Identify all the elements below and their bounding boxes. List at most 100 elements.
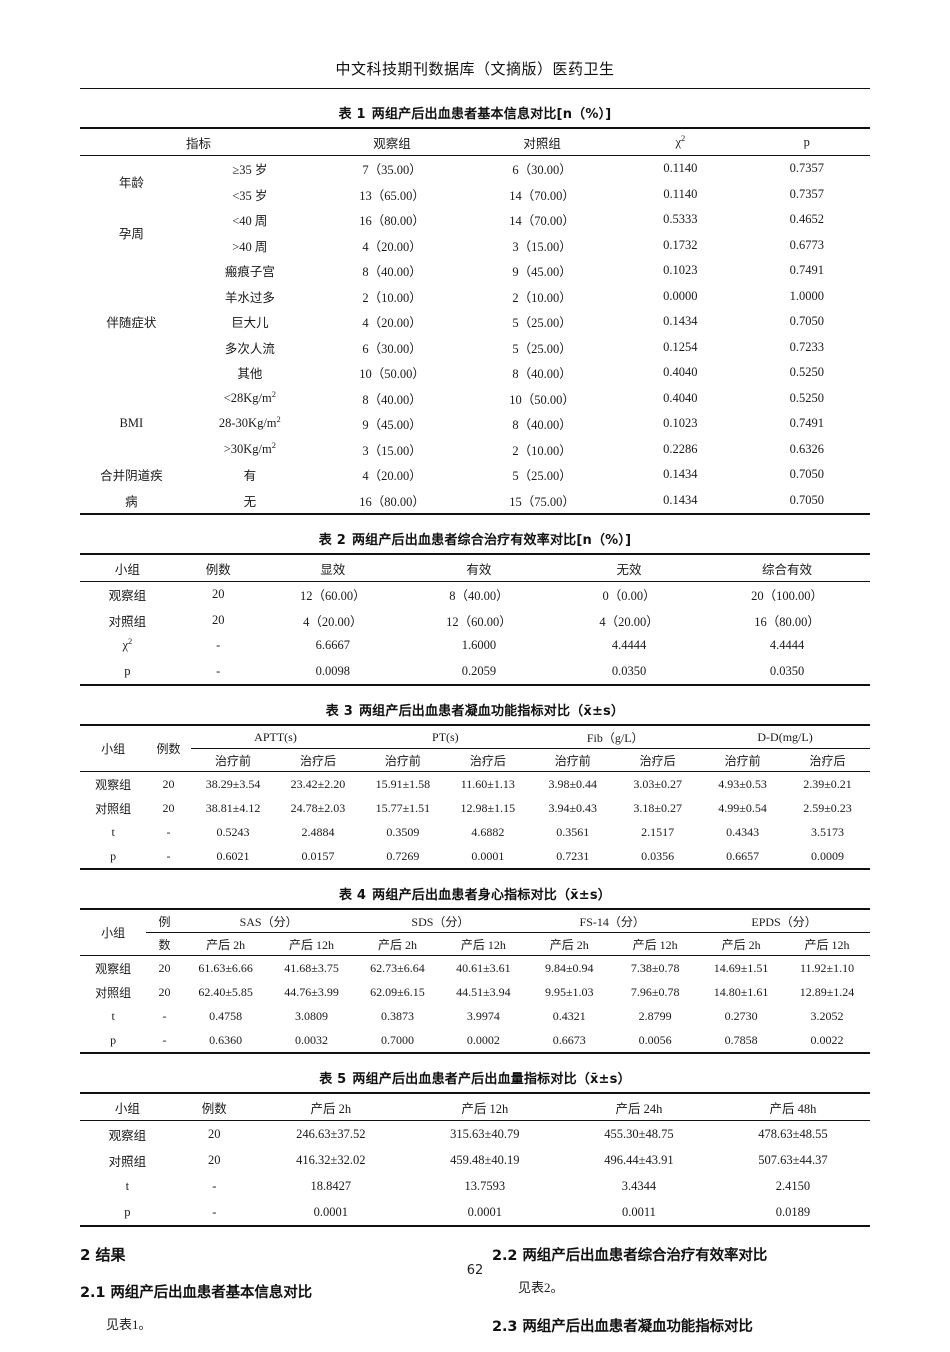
table-5-v2: 0.0001 xyxy=(467,1204,503,1219)
table-4-n: 20 xyxy=(158,960,171,975)
table-2-col-group: 小组 xyxy=(80,553,175,582)
table-row: 伴随症状 瘢痕子宫 8（40.00） 9（45.00） 0.1023 0.749… xyxy=(80,258,870,330)
table-2-group: χ2 xyxy=(122,636,133,653)
table-2-n: 20 xyxy=(211,587,225,602)
table-3-value: 0.6021 xyxy=(216,848,250,863)
table-4-sub-12h: 产后 12h xyxy=(460,937,506,952)
table-1-caption: 表 1 两组产后出血患者基本信息对比[n（%）] xyxy=(80,103,870,127)
table-4-value: 41.68±3.75 xyxy=(284,960,339,975)
table-4-value: 44.51±3.94 xyxy=(456,984,511,999)
table-row: 对照组 20 62.40±5.85 44.76±3.99 62.09±6.15 … xyxy=(80,980,870,1004)
table-3-value: 11.60±1.13 xyxy=(460,776,515,791)
table-1-chi: 0.1140 xyxy=(663,186,698,201)
table-5-col-group: 小组 xyxy=(80,1092,175,1121)
table-4-value: 3.0809 xyxy=(295,1008,329,1023)
table-3-value: 4.93±0.53 xyxy=(718,776,767,791)
table-1-group-label: 年龄 xyxy=(118,176,144,190)
table-4-value: 0.7858 xyxy=(724,1032,758,1047)
table-5-v3: 0.0011 xyxy=(621,1204,656,1219)
table-row: 羊水过多 2（10.00） 2（10.00） 0.0000 1.0000 xyxy=(80,284,870,310)
table-3-sub-after: 治疗后 xyxy=(469,753,506,768)
table-row: t - 0.5243 2.4884 0.3509 4.6882 0.3561 2… xyxy=(80,820,870,844)
table-3-caption-number: 表 3 xyxy=(325,704,353,719)
table-1-header-row: 指标 观察组 对照组 χ2 p xyxy=(80,127,870,156)
table-5-col-24h: 产后 24h xyxy=(561,1092,716,1121)
table-5-caption-number: 表 5 xyxy=(319,1072,347,1087)
table-1-ctl: 8（40.00） xyxy=(512,418,572,433)
table-1-obs: 7（35.00） xyxy=(362,163,422,178)
table-4-value: 61.63±6.66 xyxy=(198,960,253,975)
table-2-col-total: 综合有效 xyxy=(704,553,870,582)
table-1-ctl: 2（10.00） xyxy=(512,443,572,458)
table-2-caption-number: 表 2 xyxy=(318,533,346,548)
table-2-v1: 4（20.00） xyxy=(303,614,363,629)
section-heading-2-1-number: 2.1 xyxy=(80,1285,106,1301)
table-row: p - 0.6021 0.0157 0.7269 0.0001 0.7231 0… xyxy=(80,844,870,869)
table-1-item: ≥35 岁 xyxy=(232,163,268,178)
table-4-value: 9.95±1.03 xyxy=(544,984,594,999)
table-1-item: <35 岁 xyxy=(232,188,268,203)
table-2-v2: 0.2059 xyxy=(461,663,497,678)
table-4-value: 40.61±3.61 xyxy=(456,960,511,975)
table-4-value: 0.4758 xyxy=(209,1008,243,1023)
table-2-header-row: 小组 例数 显效 有效 无效 综合有效 xyxy=(80,553,870,582)
table-4-n: - xyxy=(162,1008,167,1023)
section-heading-2-3-text: 两组产后出血患者凝血功能指标对比 xyxy=(522,1318,753,1335)
table-3-sub-before: 治疗前 xyxy=(384,753,421,768)
table-4-value: 12.89±1.24 xyxy=(799,984,855,999)
table-1-obs: 8（40.00） xyxy=(362,265,422,280)
table-4-value: 9.84±0.94 xyxy=(544,960,594,975)
table-row: p - 0.0098 0.2059 0.0350 0.0350 xyxy=(80,659,870,685)
table-4-sub-12h: 产后 12h xyxy=(804,937,850,952)
table-1-block: 表 1 两组产后出血患者基本信息对比[n（%）] 指标 观察组 对照组 χ2 p … xyxy=(80,103,870,515)
table-4-col-n-line2: 数 xyxy=(158,937,171,952)
table-1-chi: 0.5333 xyxy=(663,212,698,227)
table-4-group-epds: EPDS（分） xyxy=(698,908,870,933)
table-1-group-label: 病 xyxy=(125,494,138,509)
table-3-block: 表 3 两组产后出血患者凝血功能指标对比（x̄±s） 小组 例数 APTT(s) … xyxy=(80,700,870,870)
table-1-obs: 2（10.00） xyxy=(362,290,422,305)
table-4-value: 0.7000 xyxy=(380,1032,414,1047)
table-4-value: 0.6673 xyxy=(552,1032,586,1047)
table-4-value: 7.38±0.78 xyxy=(630,960,680,975)
table-2-v1: 6.6667 xyxy=(315,638,350,653)
table-3-sub-after: 治疗后 xyxy=(639,753,676,768)
table-4-n: - xyxy=(162,1032,167,1047)
section-heading-2-1: 2.1 两组产后出血患者基本信息对比 xyxy=(80,1281,458,1302)
table-2-v4: 4.4444 xyxy=(769,638,805,653)
table-3-value: 2.1517 xyxy=(641,824,675,839)
table-2-v4: 0.0350 xyxy=(769,663,805,678)
table-row: 观察组 20 61.63±6.66 41.68±3.75 62.73±6.64 … xyxy=(80,955,870,981)
table-5-v3: 3.4344 xyxy=(621,1178,657,1193)
table-2-v3: 4.4444 xyxy=(611,638,647,653)
running-head-rule xyxy=(80,88,870,89)
table-1-obs: 16（80.00） xyxy=(359,494,425,509)
table-row: 观察组 20 38.29±3.54 23.42±2.20 15.91±1.58 … xyxy=(80,771,870,797)
table-1-p: 0.7233 xyxy=(789,339,824,354)
table-1-p: 0.5250 xyxy=(789,365,824,380)
table-3-group: t xyxy=(111,824,115,839)
table-1-caption-text: 两组产后出血患者基本信息对比[n（%）] xyxy=(371,107,612,122)
table-2-v1: 12（60.00） xyxy=(299,589,366,604)
table-3-value: 0.0001 xyxy=(471,848,505,863)
table-2-v2: 1.6000 xyxy=(461,638,497,653)
table-1-col-p: p xyxy=(743,127,870,156)
table-3-value: 15.77±1.51 xyxy=(375,800,431,815)
table-row: BMI <28Kg/m2 8（40.00） 10（50.00） 0.4040 0… xyxy=(80,386,870,430)
table-4-group: t xyxy=(111,1008,115,1023)
table-1-obs: 4（20.00） xyxy=(362,239,422,254)
table-3-value: 24.78±2.03 xyxy=(290,800,346,815)
table-1-p: 1.0000 xyxy=(789,288,824,303)
table-1-ctl: 10（50.00） xyxy=(509,392,575,407)
table-1-col-control: 对照组 xyxy=(467,127,618,156)
table-1-ctl: 9（45.00） xyxy=(512,265,572,280)
table-5-header-row: 小组 例数 产后 2h 产后 12h 产后 24h 产后 48h xyxy=(80,1092,870,1121)
table-1-item: 巨大儿 xyxy=(231,316,269,331)
table-3-value: 15.91±1.58 xyxy=(375,776,431,791)
table-1-ctl: 5（25.00） xyxy=(512,341,572,356)
table-4-sub-12h: 产后 12h xyxy=(632,937,678,952)
table-1-chi: 0.1254 xyxy=(663,339,698,354)
table-4-caption-number: 表 4 xyxy=(339,888,367,903)
section-heading-2-2-text: 两组产后出血患者综合治疗有效率对比 xyxy=(522,1248,768,1264)
